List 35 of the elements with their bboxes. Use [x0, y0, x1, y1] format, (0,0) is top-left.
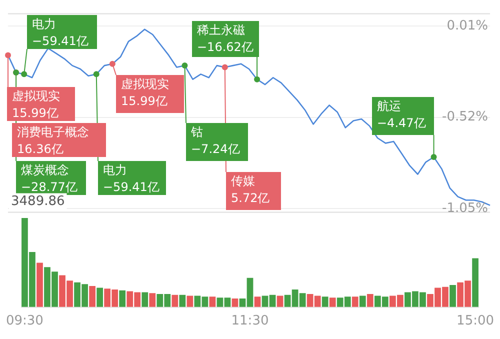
bar [329, 298, 336, 308]
x-tick-label: 15:00 [456, 314, 494, 329]
y-tick-label: 0.01% [446, 18, 488, 34]
bar [472, 258, 478, 308]
annotation: 航运 −4.47亿 [377, 99, 426, 130]
bar [186, 296, 194, 308]
bar [172, 294, 178, 308]
bar [96, 288, 103, 308]
annotation: 稀土永磁 −16.62亿 [197, 23, 254, 54]
annotation: 钴 −7.24亿 [190, 125, 240, 156]
bar [119, 290, 126, 308]
annotation: 煤炭概念 −28.77亿 [21, 163, 78, 194]
bar [209, 296, 216, 308]
annotation: 传媒 5.72亿 [231, 174, 270, 206]
bar [254, 296, 261, 308]
bar [359, 296, 366, 308]
annotation: 虚拟现实 15.99亿 [121, 77, 169, 108]
annotation: 电力 −59.41亿 [103, 163, 160, 194]
y-tick-label: -0.52% [442, 110, 488, 125]
bar [36, 262, 43, 308]
bar [322, 296, 328, 308]
annotation: 消费电子概念 16.36亿 [17, 125, 89, 156]
y-tick-label: -1.05% [442, 201, 488, 216]
bar [149, 293, 156, 308]
x-tick-label: 11:30 [231, 314, 269, 329]
annotation: 3489.86 [11, 194, 65, 210]
bar [142, 292, 148, 308]
bar [352, 296, 358, 308]
bar [450, 285, 456, 308]
bar [89, 286, 96, 308]
annotation: 虚拟现实 15.99亿 [12, 89, 60, 120]
x-tick-label: 09:30 [6, 314, 44, 329]
annotation: 电力 −59.41亿 [32, 17, 88, 48]
bar [366, 294, 374, 308]
bar [179, 294, 186, 308]
